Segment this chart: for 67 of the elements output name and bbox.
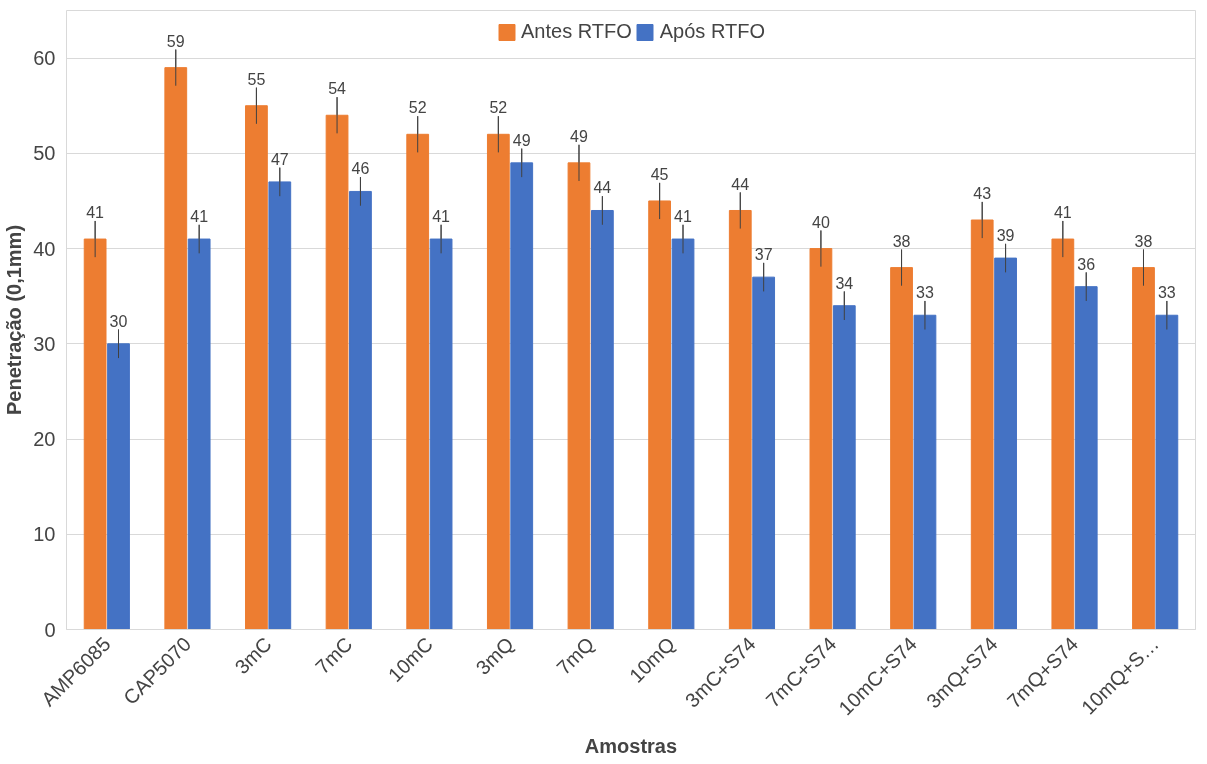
data-label: 40 (812, 213, 830, 231)
data-label: 59 (166, 32, 185, 50)
data-label: 54 (328, 80, 347, 98)
bar (349, 190, 372, 630)
data-label: 47 (270, 150, 289, 168)
data-label: 41 (1053, 204, 1072, 222)
legend-label: Após RTFO (659, 20, 765, 43)
bar (107, 343, 130, 630)
bar (913, 314, 937, 630)
data-label: 33 (916, 284, 934, 302)
y-tick-label: 40 (33, 237, 56, 260)
data-label: 41 (674, 207, 693, 225)
data-label: 41 (432, 207, 451, 225)
bar (486, 133, 510, 630)
bar (406, 133, 430, 630)
data-label: 52 (408, 99, 427, 117)
bar (590, 209, 614, 630)
bar (1155, 314, 1179, 630)
data-label: 34 (835, 274, 854, 292)
bar (187, 238, 211, 630)
bar (970, 219, 994, 630)
y-axis-title: Penetração (0,1mm) (3, 224, 26, 416)
data-label: 46 (351, 160, 370, 178)
bar (671, 238, 695, 630)
bar (325, 114, 349, 630)
x-axis-title: Amostras (584, 735, 678, 758)
data-label: 45 (650, 166, 669, 184)
y-tick-label: 0 (44, 618, 56, 641)
bar (752, 276, 776, 630)
y-tick-label: 10 (33, 523, 56, 546)
data-label: 44 (593, 179, 612, 197)
legend-label: Antes RTFO (521, 20, 632, 43)
data-label: 39 (996, 226, 1015, 244)
bar (728, 209, 752, 630)
y-tick-label: 50 (33, 142, 56, 165)
bar (510, 162, 534, 630)
bar (809, 248, 833, 630)
bar (832, 305, 856, 630)
bar (164, 67, 188, 630)
data-label: 43 (973, 185, 992, 203)
data-label: 52 (489, 99, 508, 117)
y-tick-label: 30 (33, 332, 56, 355)
data-label: 37 (754, 246, 773, 263)
data-label: 30 (109, 312, 128, 330)
y-tick-label: 60 (33, 47, 56, 70)
bar (83, 238, 107, 630)
bar (429, 238, 453, 630)
y-tick-label: 20 (33, 428, 56, 451)
bar (1132, 267, 1155, 630)
bar (1051, 238, 1075, 630)
data-label: 55 (247, 70, 266, 88)
bar (648, 200, 672, 630)
bar (268, 181, 292, 630)
bar (1074, 286, 1098, 630)
data-label: 38 (892, 232, 911, 250)
bar (890, 267, 913, 630)
bar (567, 162, 591, 630)
data-label: 41 (190, 207, 209, 225)
data-label: 44 (731, 175, 750, 193)
data-label: 33 (1157, 284, 1176, 302)
data-label: 38 (1134, 232, 1153, 250)
data-label: 49 (512, 131, 531, 149)
data-label: 36 (1077, 255, 1096, 273)
bar (994, 257, 1017, 630)
data-label: 49 (570, 127, 588, 145)
data-label: 41 (86, 204, 105, 222)
bar (245, 105, 268, 630)
